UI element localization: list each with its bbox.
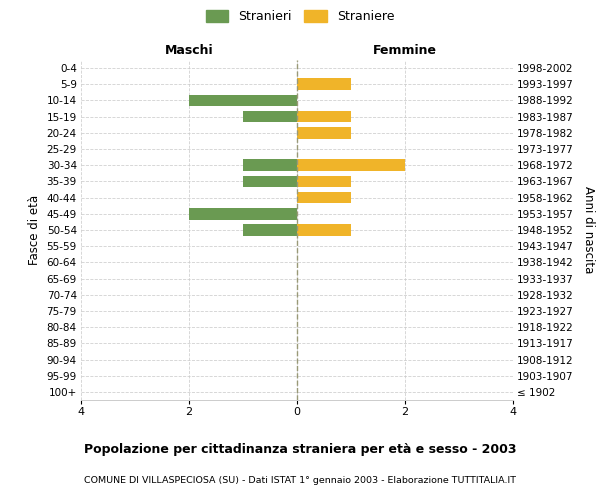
Bar xyxy=(297,78,351,90)
Bar xyxy=(189,94,297,106)
Bar xyxy=(243,111,297,122)
Bar xyxy=(243,176,297,188)
Text: Popolazione per cittadinanza straniera per età e sesso - 2003: Popolazione per cittadinanza straniera p… xyxy=(84,442,516,456)
Bar xyxy=(297,224,351,236)
Bar xyxy=(297,160,405,171)
Bar xyxy=(297,192,351,203)
Bar xyxy=(297,176,351,188)
Text: Maschi: Maschi xyxy=(164,44,214,58)
Bar xyxy=(243,224,297,236)
Legend: Stranieri, Straniere: Stranieri, Straniere xyxy=(203,7,397,26)
Bar xyxy=(189,208,297,220)
Bar xyxy=(297,127,351,138)
Y-axis label: Fasce di età: Fasce di età xyxy=(28,195,41,265)
Y-axis label: Anni di nascita: Anni di nascita xyxy=(582,186,595,274)
Bar xyxy=(243,160,297,171)
Text: COMUNE DI VILLASPECIOSA (SU) - Dati ISTAT 1° gennaio 2003 - Elaborazione TUTTITA: COMUNE DI VILLASPECIOSA (SU) - Dati ISTA… xyxy=(84,476,516,485)
Text: Femmine: Femmine xyxy=(373,44,437,58)
Bar xyxy=(297,111,351,122)
